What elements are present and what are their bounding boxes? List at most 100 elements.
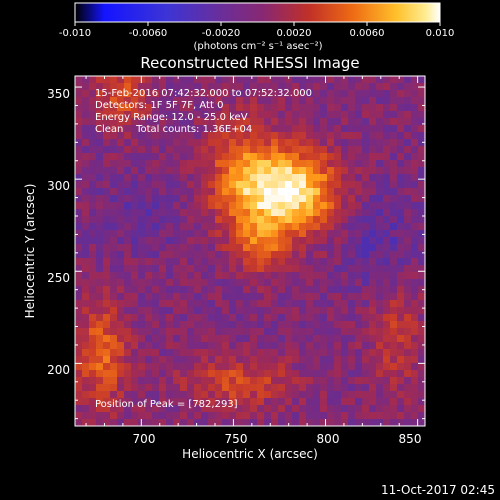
- heatmap-pixel: [264, 223, 272, 231]
- heatmap-pixel: [376, 90, 384, 98]
- heatmap-pixel: [187, 118, 195, 126]
- heatmap-pixel: [299, 167, 307, 175]
- heatmap-pixel: [278, 209, 286, 217]
- heatmap-pixel: [82, 405, 90, 413]
- heatmap-pixel: [341, 160, 349, 168]
- heatmap-pixel: [243, 139, 251, 147]
- heatmap-pixel: [341, 356, 349, 364]
- heatmap-pixel: [383, 223, 391, 231]
- heatmap-pixel: [404, 160, 412, 168]
- heatmap-pixel: [292, 209, 300, 217]
- heatmap-pixel: [299, 272, 307, 280]
- heatmap-pixel: [187, 104, 195, 112]
- heatmap-pixel: [187, 300, 195, 308]
- heatmap-pixel: [159, 160, 167, 168]
- heatmap-pixel: [222, 349, 230, 357]
- heatmap-pixel: [187, 83, 195, 91]
- heatmap-pixel: [348, 321, 356, 329]
- heatmap-pixel: [187, 223, 195, 231]
- heatmap-pixel: [327, 384, 335, 392]
- heatmap-pixel: [327, 356, 335, 364]
- heatmap-pixel: [201, 125, 209, 133]
- heatmap-pixel: [292, 167, 300, 175]
- heatmap-pixel: [271, 265, 279, 273]
- heatmap-pixel: [82, 160, 90, 168]
- heatmap-pixel: [292, 181, 300, 189]
- heatmap-pixel: [96, 377, 104, 385]
- heatmap-pixel: [138, 223, 146, 231]
- heatmap-pixel: [222, 167, 230, 175]
- heatmap-pixel: [89, 286, 97, 294]
- heatmap-pixel: [229, 363, 237, 371]
- heatmap-pixel: [250, 195, 258, 203]
- heatmap-pixel: [75, 384, 83, 392]
- heatmap-pixel: [96, 356, 104, 364]
- heatmap-pixel: [215, 363, 223, 371]
- heatmap-pixel: [334, 153, 342, 161]
- heatmap-pixel: [257, 216, 265, 224]
- heatmap-pixel: [131, 377, 139, 385]
- heatmap-pixel: [418, 111, 425, 119]
- heatmap-pixel: [166, 384, 174, 392]
- heatmap-pixel: [320, 258, 328, 266]
- heatmap-pixel: [320, 286, 328, 294]
- heatmap-pixel: [327, 265, 335, 273]
- heatmap-pixel: [138, 90, 146, 98]
- heatmap-pixel: [124, 83, 132, 91]
- heatmap-pixel: [306, 139, 314, 147]
- heatmap-pixel: [110, 272, 118, 280]
- heatmap-pixel: [376, 286, 384, 294]
- heatmap-pixel: [264, 377, 272, 385]
- heatmap-pixel: [362, 237, 370, 245]
- heatmap-pixel: [404, 293, 412, 301]
- heatmap-pixel: [334, 167, 342, 175]
- heatmap-pixel: [404, 377, 412, 385]
- heatmap-pixel: [299, 153, 307, 161]
- heatmap-pixel: [285, 412, 293, 420]
- heatmap-pixel: [152, 76, 160, 84]
- heatmap-pixel: [320, 356, 328, 364]
- heatmap-pixel: [96, 300, 104, 308]
- heatmap-pixel: [187, 195, 195, 203]
- heatmap-pixel: [124, 328, 132, 336]
- heatmap-pixel: [194, 307, 202, 315]
- heatmap-pixel: [145, 314, 153, 322]
- heatmap-pixel: [117, 272, 125, 280]
- heatmap-pixel: [376, 279, 384, 287]
- heatmap-pixel: [306, 230, 314, 238]
- heatmap-pixel: [418, 300, 425, 308]
- heatmap-pixel: [257, 356, 265, 364]
- heatmap-pixel: [222, 83, 230, 91]
- heatmap-pixel: [411, 307, 419, 315]
- heatmap-pixel: [208, 356, 216, 364]
- heatmap-pixel: [341, 111, 349, 119]
- heatmap-pixel: [390, 181, 398, 189]
- heatmap-pixel: [82, 167, 90, 175]
- heatmap-pixel: [404, 83, 412, 91]
- heatmap-pixel: [166, 279, 174, 287]
- heatmap-pixel: [285, 97, 293, 105]
- heatmap-pixel: [173, 363, 181, 371]
- heatmap-pixel: [271, 195, 279, 203]
- heatmap-pixel: [166, 244, 174, 252]
- heatmap-pixel: [173, 279, 181, 287]
- heatmap-pixel: [250, 90, 258, 98]
- heatmap-pixel: [278, 251, 286, 259]
- heatmap-pixel: [299, 125, 307, 133]
- heatmap-pixel: [404, 167, 412, 175]
- heatmap-pixel: [278, 188, 286, 196]
- heatmap-pixel: [411, 300, 419, 308]
- heatmap-pixel: [110, 223, 118, 231]
- heatmap-pixel: [278, 230, 286, 238]
- heatmap-pixel: [313, 188, 321, 196]
- heatmap-pixel: [250, 139, 258, 147]
- heatmap-pixel: [264, 174, 272, 182]
- heatmap-pixel: [327, 300, 335, 308]
- heatmap-pixel: [103, 237, 111, 245]
- heatmap-pixel: [348, 405, 356, 413]
- heatmap-pixel: [292, 125, 300, 133]
- heatmap-pixel: [411, 132, 419, 140]
- colorbar-unit-label: (photons cm⁻² s⁻¹ asec⁻²): [193, 41, 322, 52]
- heatmap-pixel: [75, 223, 83, 231]
- heatmap-pixel: [257, 237, 265, 245]
